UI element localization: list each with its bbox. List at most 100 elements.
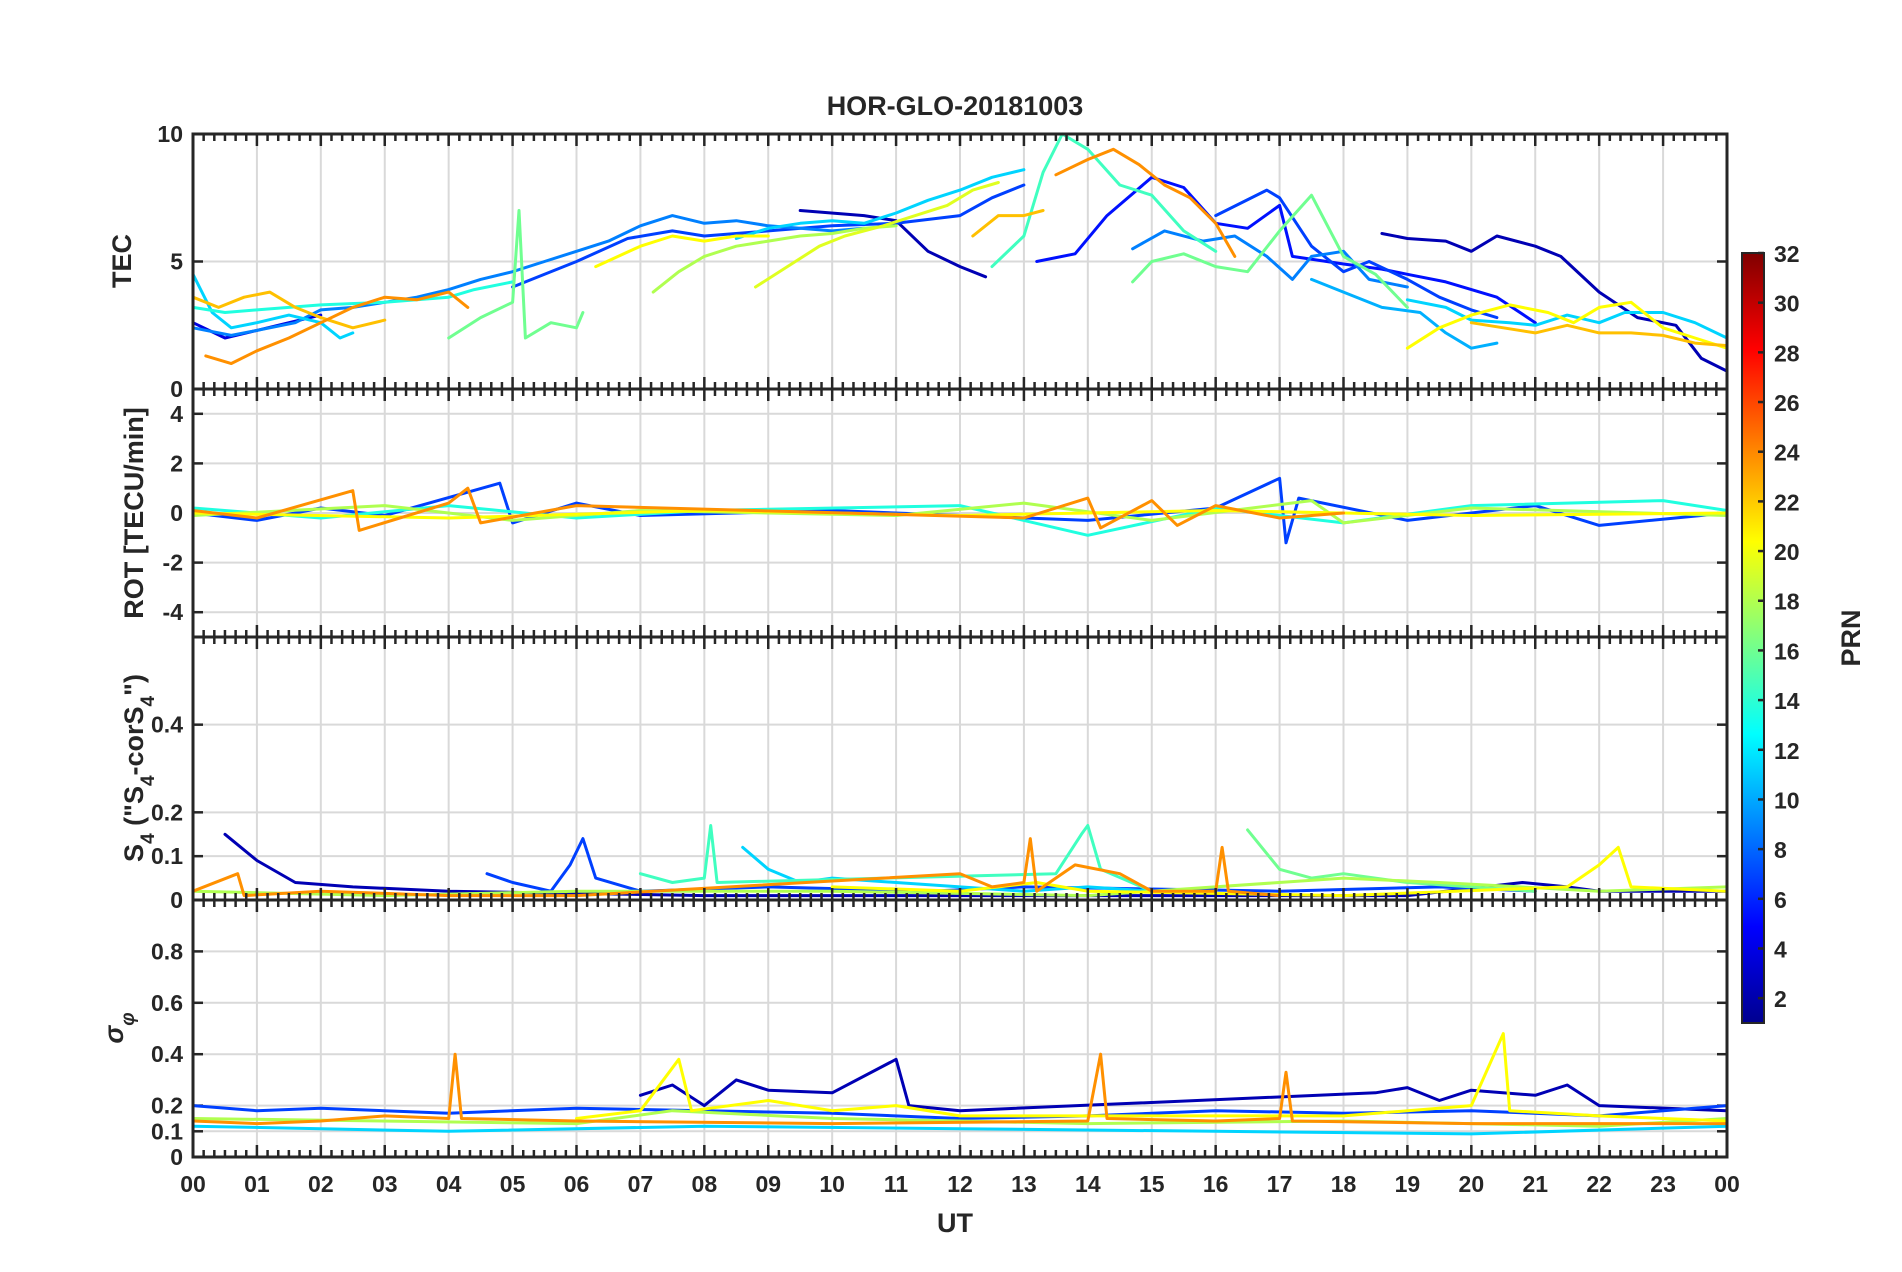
panel-frame <box>191 898 1729 1159</box>
s4-label-subscript: 4 <box>138 775 159 786</box>
colorbar-tick-label: 28 <box>1774 340 1800 366</box>
x-tick-label: 01 <box>244 1171 270 1197</box>
series-line-tec <box>1405 300 1729 350</box>
series-line-tec <box>511 183 1026 289</box>
series-line-rot <box>191 499 1729 525</box>
panel-tec: 0 5 10 <box>157 121 1729 402</box>
sigma-label-subscript: φ <box>118 1012 139 1025</box>
series-line-sigma <box>191 1104 1729 1120</box>
x-axis: 00 01 02 03 04 05 06 07 08 09 10 11 12 13 14 15 16 17 18 19… <box>180 1171 1740 1197</box>
x-tick-label: 12 <box>947 1171 973 1197</box>
colorbar-tick-label: 30 <box>1774 291 1800 317</box>
y-tick-label: 4 <box>170 401 183 427</box>
series-line-tec <box>1310 277 1499 350</box>
series-line-tec <box>798 209 988 279</box>
x-tick-label: 21 <box>1522 1171 1548 1197</box>
y-axis-label-sigma: σφ <box>99 1012 139 1043</box>
y-tick-label: 0.6 <box>151 990 183 1016</box>
x-tick-label: 06 <box>564 1171 590 1197</box>
x-tick-label: 03 <box>372 1171 398 1197</box>
y-tick-label: 10 <box>157 121 183 147</box>
y-tick-label: 0.2 <box>151 799 183 825</box>
colorbar-tick-label: 32 <box>1774 241 1800 267</box>
x-tick-label: 09 <box>755 1171 781 1197</box>
colorbar-tick-label: 8 <box>1774 837 1787 863</box>
series-line-tec <box>191 290 387 330</box>
y-tick-label: 0 <box>170 1144 183 1170</box>
x-tick-label: 08 <box>692 1171 718 1197</box>
x-tick-label: 00 <box>1714 1171 1740 1197</box>
x-tick-label: 15 <box>1139 1171 1165 1197</box>
x-tick-label: 18 <box>1331 1171 1357 1197</box>
colorbar-tick-label: 12 <box>1774 738 1800 764</box>
colorbar-tick-label: 6 <box>1774 887 1787 913</box>
series-line-tec <box>651 224 898 294</box>
colorbar-gradient <box>1741 252 1765 1024</box>
series-line-tec <box>447 209 585 340</box>
y-tick-label: 0.1 <box>151 1118 183 1144</box>
series-group-tec <box>191 132 1729 373</box>
y-tick-label: 5 <box>170 249 183 275</box>
series-line-s4 <box>1246 828 1537 893</box>
y-tick-label: 0 <box>170 887 183 913</box>
colorbar-tick-label: 18 <box>1774 589 1800 615</box>
x-axis-label: UT <box>937 1208 973 1238</box>
panels-layer: 0510-4-202400.10.20.400.10.20.40.60.8TEC… <box>99 121 1729 1170</box>
series-line-tec <box>1131 193 1409 309</box>
colorbar-label: PRN <box>1836 609 1866 666</box>
x-tick-label: 00 <box>180 1171 206 1197</box>
y-tick-label: 0 <box>170 376 183 402</box>
colorbar-tick-label: 14 <box>1774 688 1800 714</box>
colorbar-tick-label: 10 <box>1774 787 1800 813</box>
y-tick-label: 0.4 <box>151 712 183 738</box>
series-line-tec <box>191 272 355 340</box>
colorbar-tick-label: 20 <box>1774 539 1800 565</box>
series-line-tec <box>594 234 770 269</box>
y-tick-label: 0.8 <box>151 938 183 964</box>
y-tick-label: 0 <box>170 500 183 526</box>
series-line-tec <box>191 280 515 314</box>
panel-rot: -4 -2 0 2 4 <box>163 387 1729 639</box>
series-line-tec <box>1469 321 1729 348</box>
x-tick-label: 23 <box>1650 1171 1676 1197</box>
series-line-tec <box>191 214 866 337</box>
series-line-sigma <box>575 1032 1729 1123</box>
y-tick-label: 2 <box>170 450 183 476</box>
x-tick-label: 16 <box>1203 1171 1229 1197</box>
series-line-rot <box>191 486 1345 532</box>
x-tick-label: 05 <box>500 1171 526 1197</box>
series-line-s4 <box>191 837 1282 898</box>
series-group-sigma <box>191 1032 1729 1136</box>
x-tick-label: 10 <box>819 1171 845 1197</box>
sigma-label-symbol: σ <box>99 1025 129 1044</box>
series-line-tec <box>971 209 1045 238</box>
y-axis-label-rot: ROT [TECU/min] <box>119 407 149 618</box>
x-tick-label: 11 <box>884 1171 909 1197</box>
colorbar-tick-label: 26 <box>1774 390 1800 416</box>
colorbar-tick-label: 16 <box>1774 638 1800 664</box>
series-line-rot <box>191 499 1729 537</box>
s4-label-subscript: 4 <box>138 695 159 706</box>
y-tick-label: -2 <box>163 550 183 576</box>
y-tick-label: -4 <box>163 599 184 625</box>
s4-label-subscript: 4 <box>138 833 159 844</box>
s4-label-text: S <box>119 844 149 862</box>
series-line-sigma <box>191 1052 1729 1126</box>
colorbar-tick-label: 24 <box>1774 440 1800 466</box>
series-line-sigma <box>191 1124 1729 1136</box>
x-tick-label: 19 <box>1395 1171 1421 1197</box>
x-tick-label: 14 <box>1075 1171 1101 1197</box>
x-tick-label: 22 <box>1586 1171 1612 1197</box>
colorbar-tick-label: 4 <box>1774 936 1787 962</box>
x-tick-label: 02 <box>308 1171 334 1197</box>
series-line-tec <box>1054 147 1237 258</box>
series-line-tec <box>1035 175 1537 325</box>
series-line-tec <box>734 168 1026 240</box>
x-tick-label: 04 <box>436 1171 462 1197</box>
s4-label-text: ") <box>119 674 149 696</box>
series-line-tec <box>1380 232 1729 373</box>
